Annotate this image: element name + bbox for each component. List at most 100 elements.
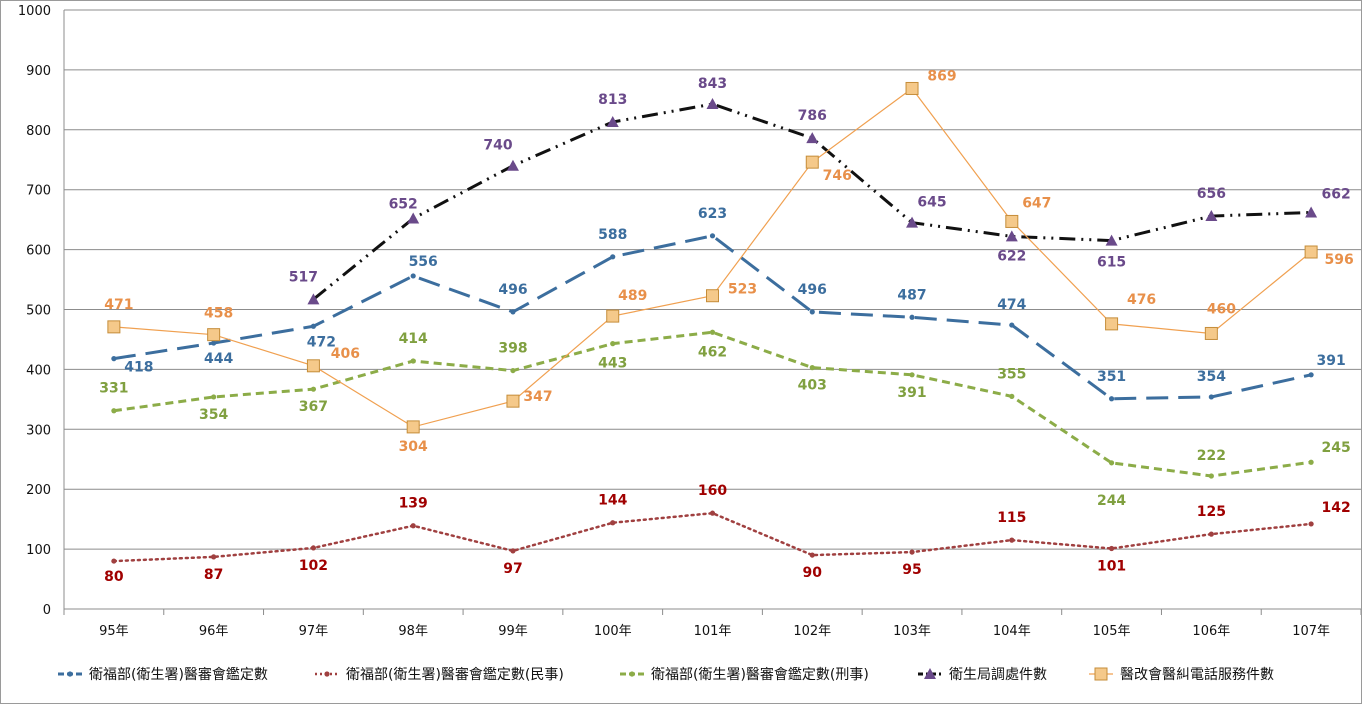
data-label: 160: [698, 483, 727, 499]
legend-label: 衛福部(衛生署)醫審會鑑定數: [89, 666, 268, 683]
data-point: [1108, 460, 1115, 466]
data-point: [407, 212, 420, 224]
data-label: 458: [204, 306, 233, 322]
data-label: 245: [1321, 440, 1350, 456]
data-label: 786: [798, 108, 827, 124]
x-tick-label: 100年: [594, 624, 632, 639]
data-point: [1304, 245, 1318, 259]
data-point: [510, 309, 516, 315]
legend-marker: [324, 671, 330, 677]
data-label: 391: [897, 385, 926, 401]
data-point: [909, 314, 915, 320]
data-point: [506, 159, 519, 171]
data-point: [606, 116, 619, 128]
y-tick-label: 1000: [18, 4, 51, 19]
data-label: 354: [199, 407, 228, 423]
series-line: [113, 234, 1312, 401]
y-axis: 0 100 200 300 400 500 600 700 800 900 1000: [18, 4, 65, 618]
y-tick-label: 800: [26, 124, 51, 139]
legend-marker: [629, 671, 635, 677]
data-point: [709, 233, 716, 239]
data-label: 746: [823, 168, 852, 184]
data-point: [1009, 537, 1015, 543]
data-label: 87: [204, 567, 223, 583]
data-label: 97: [503, 561, 522, 577]
series-line: [113, 87, 1312, 428]
data-label: 244: [1097, 493, 1126, 509]
x-tick-label: 99年: [498, 624, 528, 639]
data-label: 588: [598, 227, 627, 243]
legend-item-1: 衛福部(衛生署)醫審會鑑定數(民事): [315, 666, 564, 683]
x-axis: 95年 96年 97年 98年 99年 100年 101年 102年 103年 104年 105年 1…: [63, 608, 1362, 639]
legend-marker: [1094, 667, 1108, 681]
data-point: [510, 367, 516, 374]
data-label: 523: [728, 282, 757, 298]
data-point: [310, 545, 317, 551]
x-tick-label: 105年: [1093, 624, 1131, 639]
data-label: 418: [124, 360, 153, 376]
data-label: 367: [299, 399, 328, 415]
legend-label: 醫改會醫糾電話服務件數: [1120, 666, 1274, 683]
y-tick-label: 900: [26, 64, 51, 79]
legend: 衛福部(衛生署)醫審會鑑定數 衛福部(衛生署)醫審會鑑定數(民事) 衛福部(衛生署)…: [58, 666, 1274, 683]
data-point: [706, 98, 719, 110]
data-label: 622: [997, 248, 1026, 264]
data-label: 647: [1022, 195, 1051, 211]
data-point: [310, 323, 317, 329]
data-label: 414: [399, 331, 428, 347]
gridlines: [64, 9, 1361, 610]
data-label: 406: [331, 346, 360, 362]
data-label: 331: [99, 381, 128, 397]
data-point: [1305, 206, 1318, 218]
data-point: [909, 549, 915, 555]
x-tick-label: 104年: [993, 624, 1031, 639]
data-point: [606, 309, 620, 323]
data-label: 517: [289, 269, 318, 285]
series-0: [111, 233, 1314, 402]
data-label: 115: [997, 510, 1026, 526]
data-label: 596: [1324, 252, 1353, 268]
data-label: 139: [399, 496, 428, 512]
data-point: [207, 328, 221, 342]
data-label: 476: [1127, 292, 1156, 308]
series-group: [107, 81, 1318, 564]
legend-label: 衛福部(衛生署)醫審會鑑定數(刑事): [651, 666, 869, 683]
data-point: [410, 358, 416, 364]
data-point: [307, 293, 320, 305]
data-label: 304: [399, 439, 428, 455]
data-point: [709, 329, 716, 335]
legend-label: 衛生局調處件數: [949, 667, 1047, 683]
legend-marker: [924, 668, 936, 679]
data-point: [906, 216, 919, 228]
data-label: 652: [389, 196, 418, 212]
data-point: [410, 273, 416, 279]
data-point: [806, 132, 819, 144]
legend-item-0: 衛福部(衛生署)醫審會鑑定數: [58, 666, 268, 683]
data-label: 474: [997, 297, 1026, 313]
y-tick-label: 700: [26, 184, 51, 199]
data-point: [1105, 317, 1119, 331]
data-label: 656: [1197, 186, 1226, 202]
data-point: [510, 548, 516, 554]
data-point: [809, 552, 815, 558]
data-point: [1009, 322, 1015, 328]
data-point: [211, 554, 217, 560]
data-label: 222: [1197, 448, 1226, 464]
data-point: [706, 289, 719, 303]
series-line: [112, 511, 1313, 563]
y-tick-label: 0: [43, 603, 51, 618]
data-point: [410, 523, 416, 529]
data-point: [211, 340, 217, 346]
data-point: [1308, 521, 1314, 527]
data-label: 355: [997, 366, 1026, 382]
data-label: 487: [897, 287, 926, 303]
data-point: [909, 372, 915, 378]
y-tick-label: 400: [26, 363, 51, 378]
data-label: 740: [483, 138, 512, 154]
data-point: [610, 341, 616, 347]
data-label: 615: [1097, 255, 1126, 271]
data-label: 496: [798, 282, 827, 298]
data-point: [306, 359, 320, 373]
data-label: 354: [1197, 369, 1226, 385]
